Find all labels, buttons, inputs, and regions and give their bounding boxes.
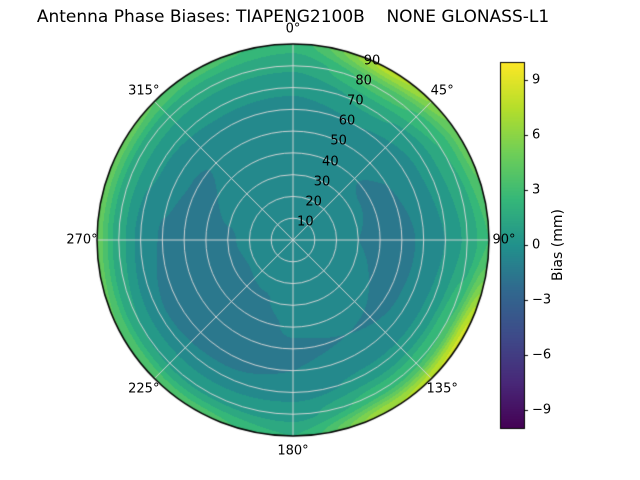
radial-tick-label: 30 [313, 174, 331, 190]
colorbar-axis-label: Bias (mm) [550, 208, 566, 282]
angular-tick-label: 45° [430, 83, 454, 99]
colorbar-tick-label: −9 [532, 402, 552, 418]
colorbar-tick-label: 9 [532, 72, 541, 88]
colorbar-tick-label: −6 [532, 347, 552, 363]
radial-tick-label: 70 [347, 93, 364, 109]
angular-tick-label: 135° [426, 381, 458, 397]
chart-title: Antenna Phase Biases: TIAPENG2100B NONE … [36, 7, 550, 27]
radial-tick-label: 10 [297, 214, 314, 230]
radial-tick-label: 60 [338, 113, 356, 129]
radial-tick-label: 20 [305, 194, 322, 210]
radial-tick-label: 50 [330, 133, 347, 149]
angular-tick-label: 270° [66, 232, 98, 248]
angular-tick-label: 315° [128, 83, 160, 99]
angular-tick-label: 180° [277, 443, 309, 459]
radial-tick-label: 40 [322, 154, 339, 170]
colorbar-tick-label: −3 [532, 292, 552, 308]
colorbar-tick-label: 3 [532, 182, 541, 198]
radial-tick-label: 80 [355, 73, 372, 89]
colorbar-tick-label: 0 [532, 237, 541, 253]
angular-tick-label: 90° [492, 232, 516, 248]
angular-tick-label: 0° [285, 21, 301, 37]
colorbar-tick-label: 6 [532, 127, 541, 143]
angular-tick-label: 225° [128, 381, 160, 397]
radial-tick-label: 90 [363, 53, 381, 69]
